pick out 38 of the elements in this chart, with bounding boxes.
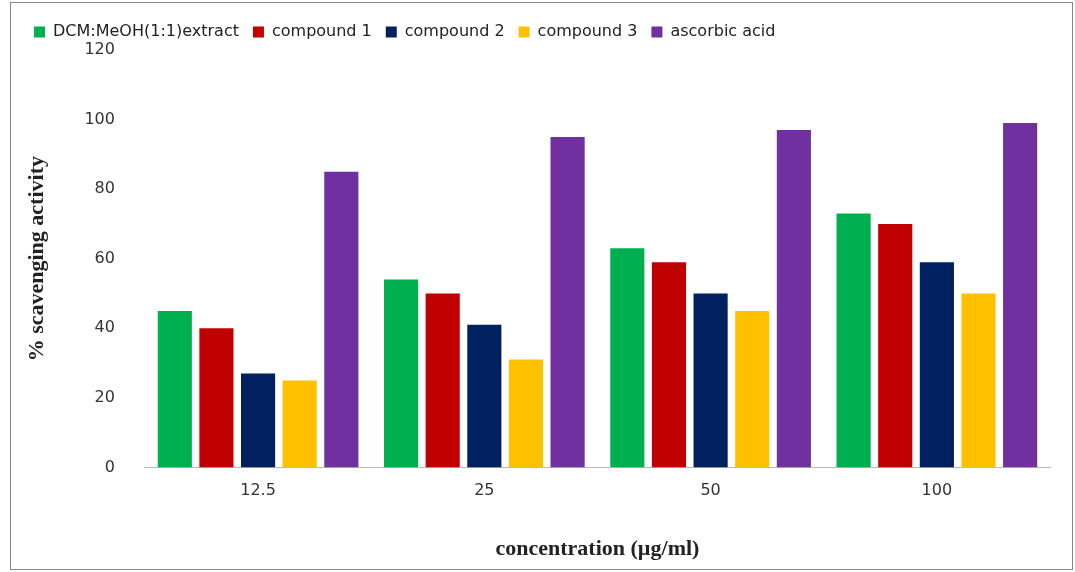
x-tick-label: 12.5 xyxy=(240,480,276,500)
bar xyxy=(836,213,871,468)
x-tick-label: 100 xyxy=(921,480,953,500)
bar xyxy=(425,293,460,468)
bar xyxy=(324,171,359,468)
bar xyxy=(776,130,811,468)
x-tick-label: 50 xyxy=(700,480,721,500)
bar xyxy=(693,293,728,468)
bar xyxy=(550,136,585,468)
legend-label: compound 2 xyxy=(404,21,505,41)
legend-label: ascorbic acid xyxy=(670,21,776,41)
y-axis-title: % scavenging activity xyxy=(22,156,48,362)
bar xyxy=(199,328,234,468)
bar xyxy=(1003,123,1038,468)
y-tick-label: 80 xyxy=(94,178,115,198)
bar xyxy=(919,262,954,468)
y-tick-label: 20 xyxy=(94,386,115,406)
bar xyxy=(735,310,770,468)
bar xyxy=(282,380,317,468)
x-axis-title: concentration (µg/ml) xyxy=(495,535,700,561)
y-tick-label: 60 xyxy=(94,247,115,267)
bar xyxy=(157,310,192,468)
bar xyxy=(610,248,645,468)
y-tick-label: 100 xyxy=(84,108,115,128)
bar xyxy=(467,324,502,468)
legend-label: compound 3 xyxy=(537,21,638,41)
y-tick-label: 120 xyxy=(84,39,115,59)
legend-label: DCM:MeOH(1:1)extract xyxy=(53,21,239,41)
bar xyxy=(961,293,996,468)
y-tick-label: 40 xyxy=(94,317,115,337)
bar xyxy=(651,262,687,468)
legend-label: compound 1 xyxy=(271,21,372,41)
bar xyxy=(508,359,544,468)
bar xyxy=(384,279,419,468)
x-tick-label: 25 xyxy=(474,480,495,500)
y-tick-label: 0 xyxy=(104,456,115,476)
bar xyxy=(241,373,276,468)
bar xyxy=(878,223,913,468)
